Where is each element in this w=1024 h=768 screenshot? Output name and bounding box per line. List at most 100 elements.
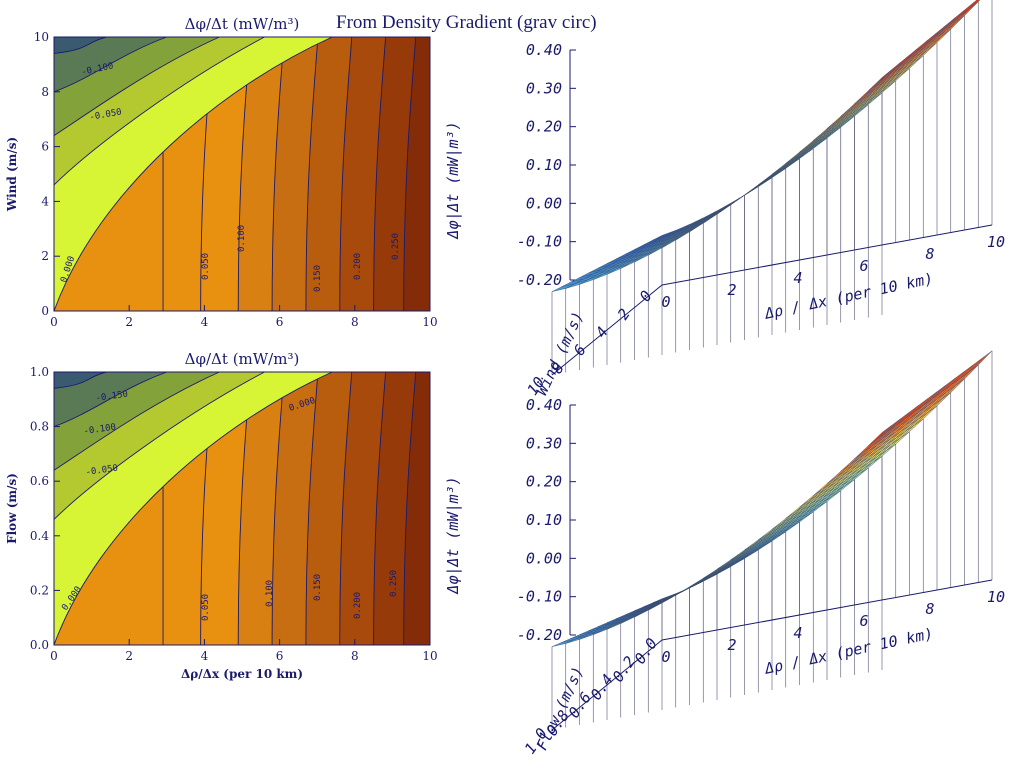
contour-label: 0.100 <box>237 225 247 252</box>
x-tick-label: 6 <box>859 257 868 275</box>
contour-label: 0.150 <box>313 574 323 601</box>
contour-line <box>403 36 417 312</box>
contour-line <box>403 371 417 646</box>
contour-label: 0.150 <box>313 265 323 292</box>
contour-line <box>53 36 333 312</box>
x-tick-label: 10 <box>422 649 437 663</box>
x-tick-label: 8 <box>351 649 359 663</box>
x-tick-label: 8 <box>925 600 934 618</box>
contour-line <box>373 36 387 312</box>
contour-label: 0.250 <box>389 570 399 597</box>
y-axis-label: Wind (m/s) <box>5 137 19 212</box>
y-tick-label: 0.4 <box>30 529 49 543</box>
contour-label: -0.100 <box>83 423 117 437</box>
contour-label: -0.150 <box>95 390 129 404</box>
z-tick-label: 0.40 <box>526 41 562 59</box>
z-axis-label: Δφ|Δt (mW|m³) <box>444 121 462 239</box>
x-axis-label: Δρ / Δx (per 10 km) <box>762 269 935 322</box>
contour-line <box>339 36 353 312</box>
flow-contour-chart: Δφ/Δt (mW/m³)-0.150-0.100-0.0500.0000.00… <box>5 350 438 681</box>
surface-cell <box>868 425 892 446</box>
z-tick-label: 0.40 <box>526 396 562 414</box>
x-tick-label: 10 <box>987 233 1005 251</box>
x-tick-label: 2 <box>727 636 736 654</box>
x-axis-label: Δρ / Δx (per 10 km) <box>762 624 935 677</box>
y-tick-label: 0.2 <box>30 583 49 597</box>
contour-band <box>54 37 167 92</box>
contour-line <box>373 371 387 646</box>
chart-title: Δφ/Δt (mW/m³) <box>185 15 300 33</box>
contour-line <box>53 371 167 428</box>
z-tick-label: 0.00 <box>526 194 562 212</box>
contour-line <box>53 36 220 137</box>
x-tick-label: 8 <box>925 245 934 263</box>
z-tick-label: -0.20 <box>517 626 562 644</box>
wind-surface-chart: -0.20 -0.10 0.00 0.10 0.20 0.30 0.40 Δφ|Δt (mW|… <box>444 0 1005 399</box>
contour-label: 0.050 <box>201 253 211 280</box>
contour-label: 0.200 <box>353 592 363 619</box>
contour-line <box>53 36 107 54</box>
y-tick-label: 2 <box>614 305 634 323</box>
x-tick-label: 4 <box>201 649 209 663</box>
contour-line <box>53 371 107 389</box>
y-tick-label: 4 <box>592 323 612 341</box>
contour-line <box>53 371 333 646</box>
x-tick-label: 0 <box>50 315 58 329</box>
y-tick-label: 4 <box>41 194 49 208</box>
chart-title: Δφ/Δt (mW/m³) <box>185 350 300 368</box>
x-tick-label: 2 <box>125 649 133 663</box>
x-tick-label: 4 <box>793 624 802 642</box>
x-axis-line <box>661 579 993 641</box>
z-axis-label: Δφ|Δt (mW|m³) <box>444 476 462 594</box>
x-tick-label: 6 <box>276 649 284 663</box>
x-axis-line <box>661 224 993 286</box>
page-title: From Density Gradient (grav circ) <box>336 12 597 33</box>
contour-label: -0.050 <box>85 464 119 478</box>
contour-label: 0.200 <box>353 253 363 280</box>
y-tick-label: 0 <box>41 304 49 318</box>
x-tick-label: 6 <box>276 315 284 329</box>
contour-line <box>305 36 319 312</box>
z-tick-label: -0.20 <box>517 271 562 289</box>
y-tick-label: 0 <box>636 287 656 305</box>
y-tick-label: 8 <box>41 85 49 99</box>
surface-cell <box>868 69 892 91</box>
y-axis-line <box>551 639 663 731</box>
contour-line <box>53 371 265 520</box>
x-tick-label: 0 <box>50 649 58 663</box>
y-tick-label: 0.6 <box>30 474 49 488</box>
x-tick-label: 4 <box>201 315 209 329</box>
z-tick-label: -0.10 <box>517 588 562 606</box>
x-tick-label: 8 <box>351 315 359 329</box>
y-tick-label: 0.0 <box>30 638 49 652</box>
z-tick-label: 0.30 <box>526 434 562 452</box>
contour-line <box>53 371 220 471</box>
contour-line <box>53 36 167 93</box>
contour-label: 0.100 <box>265 580 275 607</box>
contour-label: 0.050 <box>201 594 211 621</box>
z-tick-label: 0.20 <box>526 118 562 136</box>
contour-line <box>305 371 319 646</box>
z-tick-label: 0.20 <box>526 473 562 491</box>
x-tick-label: 4 <box>793 269 802 287</box>
plot-frame <box>53 36 431 312</box>
y-tick-label: 0.8 <box>30 420 49 434</box>
x-tick-label: 10 <box>422 315 437 329</box>
x-axis-label: Δρ/Δx (per 10 km) <box>181 667 303 681</box>
y-tick-label: 1.0 <box>30 365 49 379</box>
x-tick-label: 2 <box>727 281 736 299</box>
y-tick-label: 2 <box>41 249 49 263</box>
contour-band <box>54 372 107 389</box>
contour-band <box>54 372 167 427</box>
x-tick-label: 0 <box>661 648 670 666</box>
y-axis-line <box>551 284 663 376</box>
x-tick-label: 2 <box>125 315 133 329</box>
flow-surface-chart: -0.20 -0.10 0.00 0.10 0.20 0.30 0.40 Δφ|Δt (mW|… <box>444 350 1005 757</box>
contour-line <box>339 371 353 646</box>
contour-band <box>54 37 107 54</box>
contour-line <box>53 36 265 186</box>
surface-cell <box>968 0 981 10</box>
z-tick-label: 0.10 <box>526 511 562 529</box>
x-tick-label: 6 <box>859 612 868 630</box>
